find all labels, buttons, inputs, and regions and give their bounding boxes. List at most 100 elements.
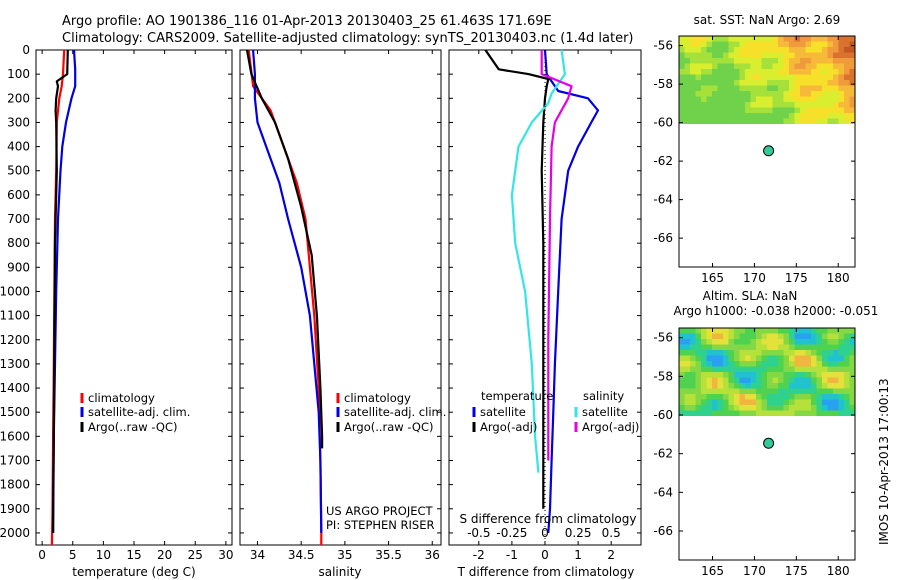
heatmap-cell [805, 47, 812, 54]
heatmap-cell [679, 410, 686, 416]
heatmap-cell [717, 344, 724, 351]
heatmap-cell [712, 383, 719, 390]
heatmap-cell [739, 96, 746, 103]
heatmap-cell [838, 355, 845, 362]
heatmap-cell [717, 394, 724, 401]
heatmap-cell [816, 410, 823, 416]
heatmap-cell [723, 410, 730, 416]
heatmap-cell [827, 36, 834, 43]
heatmap-cell [690, 58, 697, 65]
heatmap-cell [717, 113, 724, 120]
heatmap-cell [679, 366, 686, 373]
heatmap-cell [728, 333, 735, 340]
heatmap-cell [800, 410, 807, 416]
heatmap-cell [800, 52, 807, 59]
heatmap-cell [756, 366, 763, 373]
heatmap-cell [849, 377, 855, 384]
heatmap-cell [811, 344, 818, 351]
series-line-1 [484, 49, 550, 509]
heatmap-cell [701, 339, 708, 346]
heatmap-cell [745, 69, 752, 76]
heatmap-cell [750, 405, 757, 412]
heatmap-cell [739, 344, 746, 351]
heatmap-cell [816, 388, 823, 395]
heatmap-cell [706, 102, 713, 109]
heatmap-cell [838, 394, 845, 401]
heatmap-cell [794, 102, 801, 109]
heatmap-cell [750, 47, 757, 54]
heatmap-cell [822, 80, 829, 87]
heatmap-cell [745, 113, 752, 120]
heatmap-cell [827, 118, 834, 124]
heatmap-cell [750, 361, 757, 368]
heatmap-cell [778, 328, 785, 335]
heatmap-cell [778, 85, 785, 92]
y-tick-label: -58 [653, 77, 673, 91]
heatmap-cell [789, 41, 796, 48]
heatmap-cell [761, 36, 768, 43]
heatmap-cell [690, 85, 697, 92]
heatmap-cell [679, 113, 686, 120]
heatmap-cell [717, 47, 724, 54]
heatmap-cell [789, 96, 796, 103]
heatmap-cell [805, 344, 812, 351]
heatmap-cell [701, 47, 708, 54]
heatmap-cell [739, 80, 746, 87]
heatmap-cell [838, 80, 845, 87]
heatmap-cell [701, 333, 708, 340]
heatmap-cell [805, 80, 812, 87]
heatmap-cell [750, 80, 757, 87]
heatmap-cell [750, 118, 757, 124]
heatmap-cell [844, 372, 851, 379]
heatmap-cell [695, 80, 702, 87]
heatmap-cell [712, 399, 719, 406]
heatmap-cell [756, 113, 763, 120]
heatmap-cell [745, 74, 752, 81]
heatmap-cell [701, 102, 708, 109]
heatmap-cell [849, 113, 855, 120]
heatmap-cell [767, 366, 774, 373]
heatmap-cell [684, 85, 691, 92]
heatmap-cell [712, 41, 719, 48]
heatmap-cell [706, 113, 713, 120]
heatmap-cell [712, 52, 719, 59]
heatmap-cell [822, 361, 829, 368]
heatmap-cell [690, 102, 697, 109]
y-tick-label: 1000 [0, 284, 30, 298]
heatmap-cell [794, 47, 801, 54]
heatmap-cell [838, 36, 845, 43]
y-tick-label: -56 [653, 39, 673, 53]
heatmap-cell [789, 52, 796, 59]
heatmap-cell [756, 36, 763, 43]
heatmap-cell [767, 107, 774, 114]
heatmap-cell [690, 113, 697, 120]
heatmap-cell [772, 355, 779, 362]
heatmap-cell [789, 102, 796, 109]
heatmap-cell [805, 52, 812, 59]
heatmap-cell [794, 118, 801, 124]
heatmap-cell [695, 36, 702, 43]
heatmap-cell [838, 74, 845, 81]
heatmap-cell [838, 372, 845, 379]
heatmap-cell [849, 69, 855, 76]
heatmap-cell [789, 339, 796, 346]
x-tick-label: 165 [701, 564, 724, 578]
heatmap-cell [717, 350, 724, 357]
heatmap-cell [684, 383, 691, 390]
heatmap-cell [684, 36, 691, 43]
heatmap-cell [783, 63, 790, 70]
heatmap-cell [701, 118, 708, 124]
heatmap-cell [844, 355, 851, 362]
heatmap-cell [756, 102, 763, 109]
heatmap-cell [794, 91, 801, 98]
heatmap-cell [728, 47, 735, 54]
heatmap-cell [717, 366, 724, 373]
x-tick-label: 15 [126, 548, 141, 562]
heatmap-cell [789, 372, 796, 379]
heatmap-cell [739, 355, 746, 362]
heatmap-cell [684, 355, 691, 362]
heatmap-cell [844, 63, 851, 70]
heatmap-cell [833, 36, 840, 43]
heatmap-cell [723, 339, 730, 346]
heatmap-cell [712, 85, 719, 92]
